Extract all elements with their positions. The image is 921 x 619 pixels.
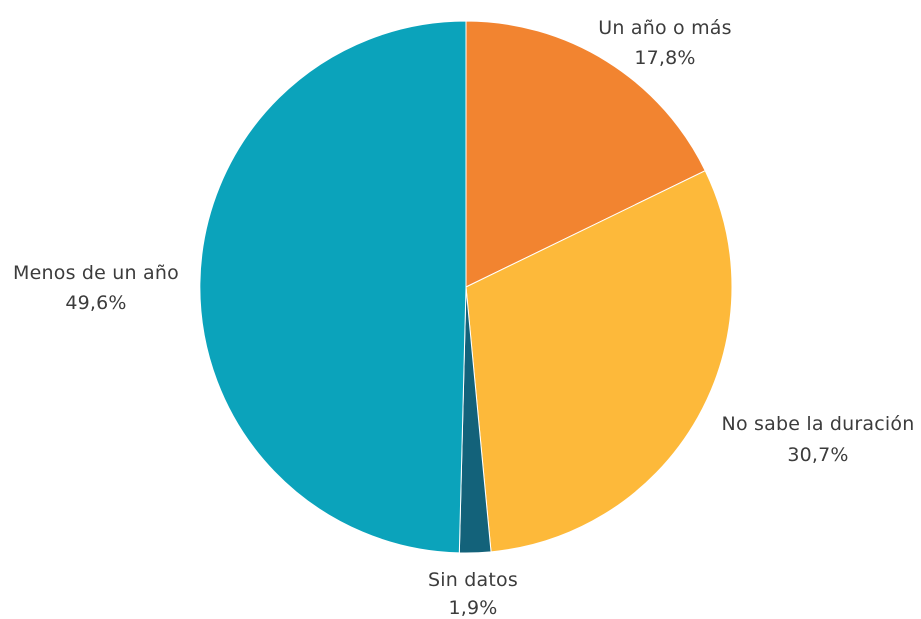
value-sin-datos: 1,9% [448,597,497,619]
pie-slice-1 [465,170,733,553]
value-un-ano-o-mas: 17,8% [634,47,695,69]
label-no-sabe-la-duracion: No sabe la duración [722,413,915,435]
value-menos-de-un-ano: 49,6% [65,292,126,314]
label-sin-datos: Sin datos [428,569,518,591]
label-menos-de-un-ano: Menos de un año [13,262,179,284]
pie-slice-0 [465,20,706,288]
label-un-ano-o-mas: Un año o más [598,17,731,39]
pie-slices [199,20,733,554]
pie-slice-3 [199,20,467,554]
value-no-sabe-la-duracion: 30,7% [787,444,848,466]
